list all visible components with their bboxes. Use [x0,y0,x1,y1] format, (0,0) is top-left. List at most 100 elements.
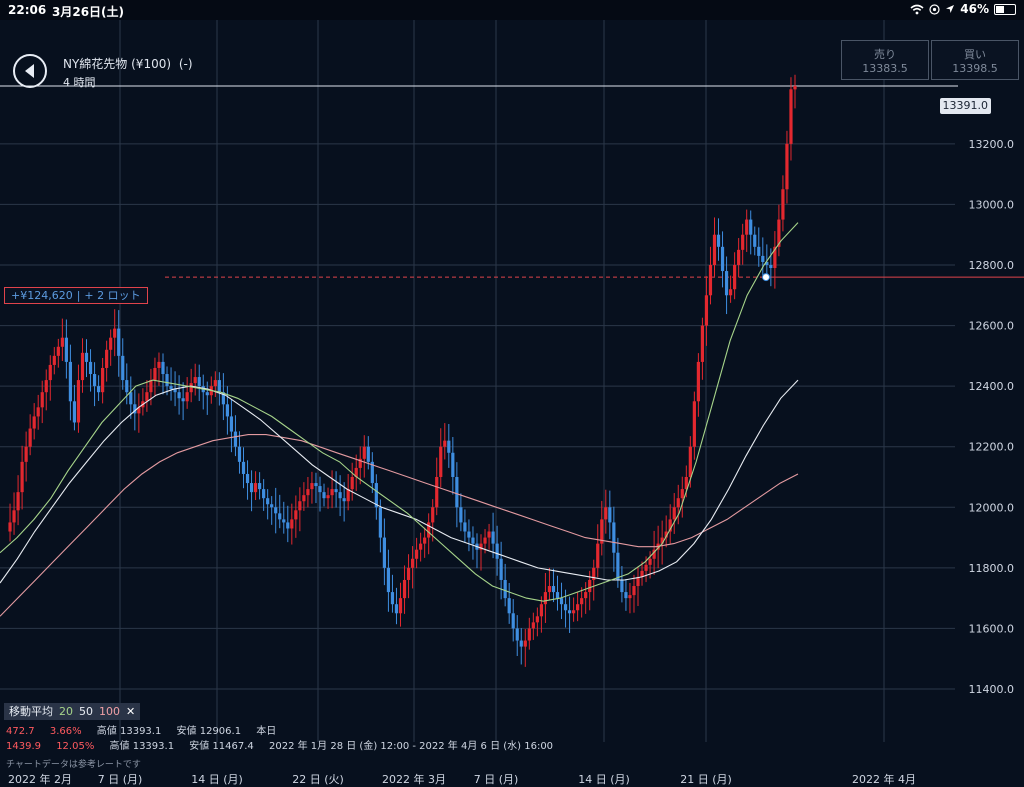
candle-body [241,461,246,474]
candle-body [495,543,499,559]
candle-body [459,507,463,523]
candle-body [245,473,250,484]
y-tick-label: 12200.0 [969,441,1015,454]
close-icon[interactable]: ✕ [126,705,136,718]
candle-body [676,498,680,508]
candle-body [648,558,652,565]
battery-icon [994,3,1016,15]
location-icon [929,3,940,15]
candle-body [189,383,193,393]
candle-body [415,549,419,559]
candle-body [624,592,628,599]
candle-body [153,367,157,381]
candle-body [455,476,459,508]
candle-body [354,467,358,477]
ma50-label: 50 [79,705,93,718]
candle-body [547,586,552,593]
candle-body [535,616,539,623]
today-change: 472.7 [6,726,35,737]
info-row-today: 472.7 3.66% 高値 13393.1 安値 12906.1 本日 [6,722,276,737]
candle-body [213,380,217,387]
info-row-period: 1439.9 12.05% 高値 13393.1 安値 11467.4 2022… [6,737,553,752]
status-bar: 22:06 3月26日(土) 46% [0,0,1024,20]
candle-body [592,567,596,580]
candle-body [48,364,52,381]
candle-body [632,586,636,596]
y-tick-label: 11400.0 [969,683,1015,696]
back-button[interactable] [13,54,47,88]
candle-body [370,461,374,484]
candle-body [394,604,399,614]
candle-body [350,476,354,490]
candle-body [781,189,785,220]
ma100-label: 100 [99,705,120,718]
candle-body [733,264,737,290]
status-date: 3月26日(土) [52,5,125,19]
candle-body [479,543,483,550]
disclaimer: チャートデータは参考レートです [6,760,141,770]
candle-body [487,531,491,538]
chart-area[interactable]: 11400.0 11600.0 11800.0 12000.0 12200.0 12400… [0,20,1024,786]
candle-body [205,392,209,396]
candle-body [419,543,423,550]
y-tick-label: 11600.0 [969,622,1015,635]
candle-body [672,507,676,520]
buy-quote-button[interactable]: 買い 13398.5 [931,40,1019,80]
candle-body [322,492,326,499]
candle-body [402,579,407,599]
candle-body [32,416,36,429]
candle-body [604,507,608,520]
candle-body [105,349,109,368]
candle-body [173,389,177,393]
candle-body [169,386,173,390]
candle-body [584,592,588,599]
candle-body [101,367,105,393]
candle-body [84,352,89,362]
candle-body [16,492,20,511]
candle-body [580,598,584,605]
position-badge[interactable]: +¥124,620 | + 2 ロット [4,287,148,304]
candle-body [161,361,165,375]
interval-label[interactable]: 4 時間 [63,76,96,89]
candle-body [688,446,692,477]
candle-body [483,537,487,544]
x-tick-label: 14 日 (月) [578,773,630,786]
candle-body [36,407,40,417]
candle-body [515,628,519,641]
candle-body [777,219,781,247]
candle-body [40,392,44,408]
candle-body [121,355,125,381]
candle-body [765,261,769,265]
x-tick-label: 7 日 (月) [473,773,519,786]
candle-body [302,495,306,502]
period-pct: 12.05% [56,741,95,752]
candle-body [543,592,548,605]
candle-body [197,377,201,387]
candle-body [427,522,431,538]
candle-body [378,507,382,538]
position-marker [762,273,770,282]
candle-body [435,476,439,508]
ma-legend[interactable]: 移動平均 20 50 100 ✕ [4,703,141,720]
candle-body [28,428,32,447]
candle-body [253,483,258,493]
y-tick-label: 12600.0 [969,320,1015,333]
candle-body [233,431,238,447]
today-range: 本日 [256,726,277,737]
candle-body [652,549,656,559]
sell-quote-button[interactable]: 売り 13383.5 [841,40,929,80]
candle-body [8,522,12,532]
candle-body [390,592,395,605]
candle-body [133,404,137,414]
y-tick-label: 12000.0 [969,501,1015,514]
candle-body [745,219,749,235]
candle-body [793,86,797,90]
candle-body [757,246,761,256]
candle-body [145,392,149,402]
candlestick-chart[interactable]: 11400.0 11600.0 11800.0 12000.0 12200.0 12400… [0,20,1024,768]
candle-body [60,337,64,347]
candle-body [92,374,97,387]
candle-body [596,543,600,568]
candle-body [334,489,338,493]
candle-body [382,537,386,568]
